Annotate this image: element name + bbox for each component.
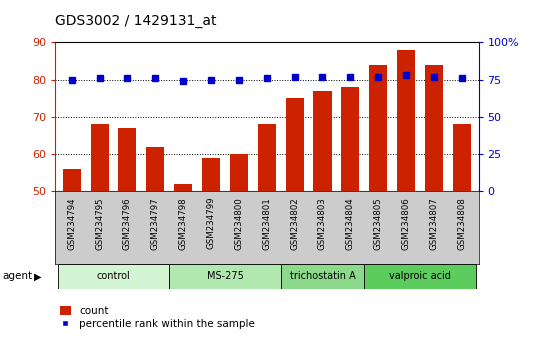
Text: GSM234797: GSM234797 (151, 197, 160, 250)
Text: GSM234805: GSM234805 (373, 197, 383, 250)
Text: GSM234794: GSM234794 (67, 197, 76, 250)
Text: GSM234798: GSM234798 (179, 197, 188, 250)
Bar (146, 147, 164, 191)
Bar (369, 65, 387, 191)
Bar (202, 158, 220, 191)
Text: GSM234796: GSM234796 (123, 197, 132, 250)
Text: trichostatin A: trichostatin A (290, 272, 355, 281)
Text: GSM234804: GSM234804 (346, 197, 355, 250)
Bar (364, 264, 476, 289)
Bar (230, 154, 248, 191)
Bar (58, 264, 169, 289)
Text: GSM234799: GSM234799 (207, 197, 216, 250)
Bar (285, 98, 304, 191)
Legend: count, percentile rank within the sample: count, percentile rank within the sample (60, 306, 255, 329)
Text: GSM234795: GSM234795 (95, 197, 104, 250)
Text: GSM234801: GSM234801 (262, 197, 271, 250)
Bar (63, 169, 81, 191)
Bar (174, 184, 192, 191)
Text: MS-275: MS-275 (206, 272, 244, 281)
Bar (397, 50, 415, 191)
Bar (314, 91, 332, 191)
Bar (280, 264, 364, 289)
Bar (258, 124, 276, 191)
Bar (425, 65, 443, 191)
Bar (453, 124, 471, 191)
Text: GSM234803: GSM234803 (318, 197, 327, 250)
Text: ▶: ▶ (34, 272, 42, 281)
Bar (118, 128, 136, 191)
Text: GSM234802: GSM234802 (290, 197, 299, 250)
Text: GSM234808: GSM234808 (457, 197, 466, 250)
Text: GSM234807: GSM234807 (430, 197, 438, 250)
Text: GDS3002 / 1429131_at: GDS3002 / 1429131_at (55, 14, 217, 28)
Text: control: control (97, 272, 130, 281)
Text: GSM234806: GSM234806 (402, 197, 410, 250)
Bar (169, 264, 280, 289)
Bar (91, 124, 109, 191)
Text: GSM234800: GSM234800 (234, 197, 244, 250)
Text: valproic acid: valproic acid (389, 272, 451, 281)
Text: agent: agent (3, 272, 33, 281)
Bar (342, 87, 359, 191)
